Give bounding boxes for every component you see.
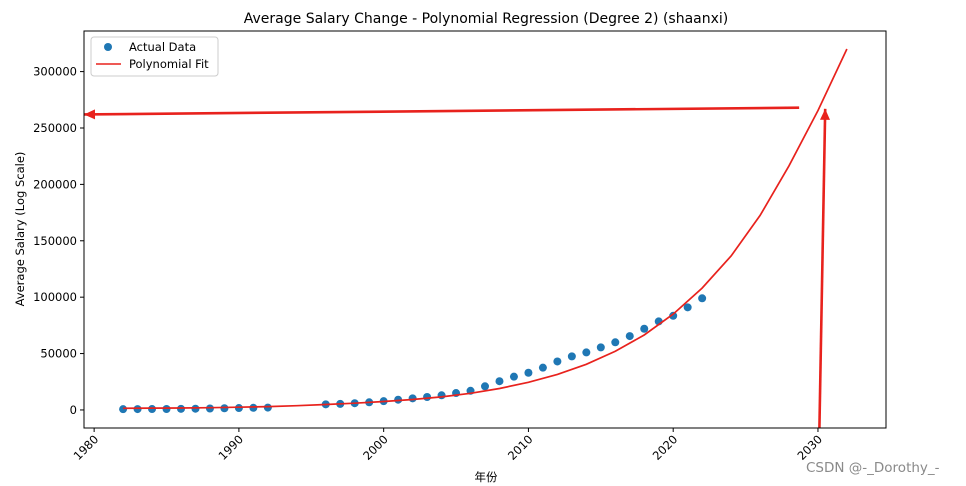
annotation-arrow-shaft	[83, 106, 800, 116]
data-point	[625, 332, 634, 341]
y-tick-label: 50000	[40, 347, 77, 361]
y-axis: 0 50000 100000 150000 200000 250000 300000	[33, 65, 84, 417]
y-axis-label: Average Salary (Log Scale)	[13, 152, 27, 307]
x-tick-label: 2020	[650, 432, 681, 463]
data-point	[249, 403, 258, 412]
x-tick-label: 2000	[360, 432, 391, 463]
data-point	[509, 372, 518, 381]
x-tick-label: 2010	[505, 432, 536, 463]
data-point	[596, 343, 605, 352]
x-tick-label: 1980	[71, 432, 102, 463]
y-tick-label: 200000	[33, 177, 77, 191]
data-point	[640, 324, 649, 333]
data-point	[524, 368, 533, 377]
data-point	[263, 403, 272, 412]
data-point	[162, 404, 171, 413]
annotation-arrow	[83, 106, 800, 120]
data-point	[553, 357, 562, 366]
y-tick-label: 100000	[33, 290, 77, 304]
data-point	[148, 405, 157, 414]
data-point	[481, 382, 489, 391]
data-point	[582, 348, 591, 357]
data-point	[683, 303, 692, 312]
y-tick-label: 300000	[33, 65, 77, 79]
data-point	[698, 294, 707, 303]
x-tick-label: 2030	[794, 432, 825, 463]
data-point	[191, 404, 200, 413]
data-point	[538, 363, 547, 372]
annotation-arrow-head	[84, 109, 96, 120]
x-axis-label: 年份	[475, 470, 498, 484]
legend-label-polynomial-fit: Polynomial Fit	[129, 57, 209, 71]
data-point	[567, 352, 576, 361]
legend-label-actual-data: Actual Data	[129, 40, 196, 54]
annotation-arrow-head	[819, 108, 830, 120]
data-point	[119, 405, 128, 414]
data-point	[669, 311, 678, 320]
annotation-arrow-shaft	[818, 108, 827, 429]
chart-title: Average Salary Change - Polynomial Regre…	[244, 11, 729, 27]
y-tick-label: 250000	[33, 121, 77, 135]
data-point	[437, 391, 446, 400]
y-tick-label: 0	[70, 403, 77, 417]
legend: Actual Data Polynomial Fit	[90, 36, 219, 77]
watermark: CSDN @-_Dorothy_-	[806, 460, 940, 476]
data-point	[495, 377, 504, 386]
x-tick-label: 1990	[215, 432, 246, 463]
plot-frame	[83, 30, 887, 429]
x-axis: 1980 1990 2000 2010 2020 2030	[71, 428, 825, 463]
data-point	[611, 338, 620, 347]
legend-box	[90, 36, 219, 77]
data-point	[133, 405, 142, 414]
y-tick-label: 150000	[33, 234, 77, 248]
legend-marker-actual-data	[104, 43, 112, 51]
data-point	[408, 394, 417, 403]
polynomial-fit-line	[123, 48, 848, 410]
annotation-arrow	[818, 108, 830, 429]
plot-area	[83, 48, 848, 429]
data-point	[423, 392, 432, 401]
